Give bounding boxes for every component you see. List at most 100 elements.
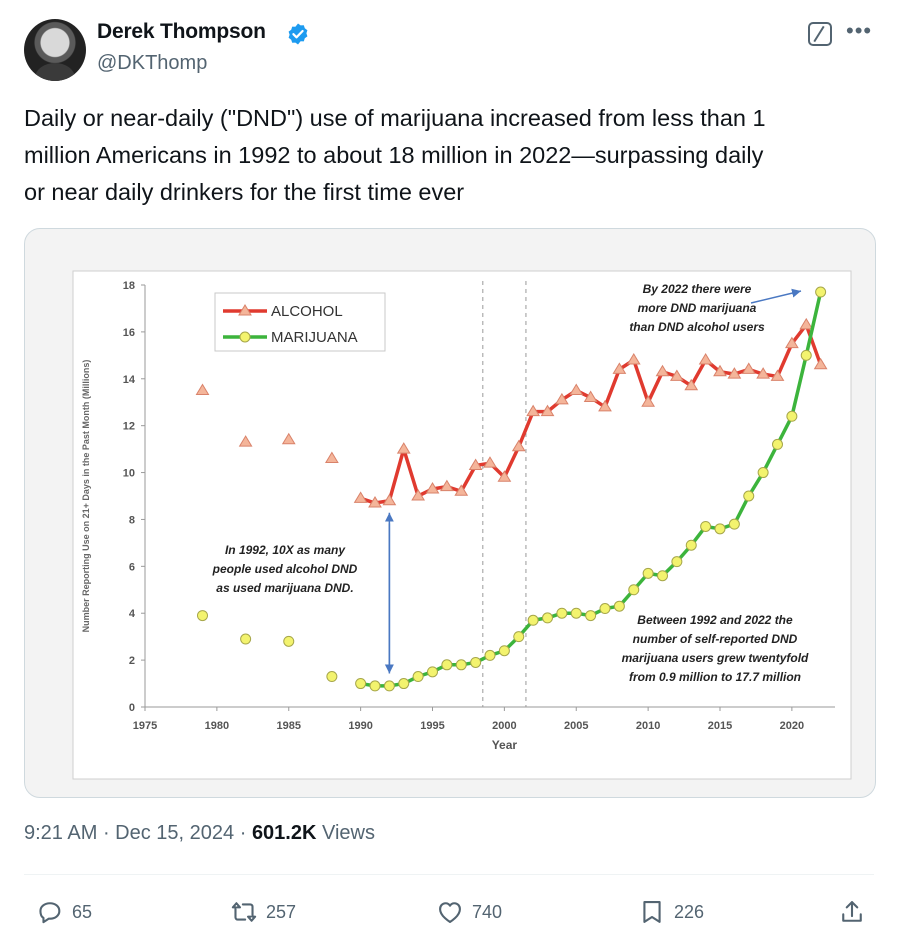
annotation-line: from 0.9 million to 17.7 million bbox=[629, 670, 801, 684]
bookmark-button[interactable]: 226 bbox=[638, 897, 704, 927]
marijuana-data-point bbox=[527, 614, 539, 626]
reply-button[interactable]: 65 bbox=[36, 897, 92, 927]
alcohol-data-point bbox=[483, 456, 497, 468]
marijuana-data-point bbox=[599, 603, 611, 615]
marijuana-data-point bbox=[570, 607, 582, 619]
tweet-date[interactable]: Dec 15, 2024 bbox=[115, 822, 235, 844]
y-tick-label: 6 bbox=[129, 561, 135, 573]
annotation-line: as used marijuana DND. bbox=[216, 581, 353, 595]
more-icon[interactable]: ••• bbox=[846, 18, 873, 43]
marijuana-data-point bbox=[513, 631, 525, 643]
retweet-button[interactable]: 257 bbox=[230, 897, 296, 927]
marijuana-data-point bbox=[642, 567, 654, 579]
y-tick-label: 16 bbox=[123, 327, 135, 339]
alcohol-data-point bbox=[353, 491, 368, 503]
chart-annotation: Between 1992 and 2022 the number of self-… bbox=[622, 613, 809, 684]
alcohol-data-point bbox=[770, 369, 785, 381]
retweet-icon bbox=[231, 902, 257, 922]
alcohol-data-point bbox=[411, 489, 426, 501]
marijuana-data-point bbox=[613, 600, 625, 612]
marijuana-data-point bbox=[585, 610, 597, 622]
chart-annotation: In 1992, 10X as many people used alcohol … bbox=[212, 543, 358, 595]
marijuana-data-point bbox=[441, 659, 453, 671]
marijuana-data-point bbox=[757, 467, 769, 479]
alcohol-data-point bbox=[511, 439, 526, 452]
alcohol-data-point bbox=[756, 367, 771, 379]
alcohol-data-point bbox=[554, 392, 569, 405]
alcohol-data-point bbox=[468, 458, 483, 471]
retweet-count: 257 bbox=[266, 901, 297, 922]
legend-label: MARIJUANA bbox=[271, 329, 358, 346]
author-handle[interactable]: @DKThomp bbox=[97, 52, 208, 74]
grok-icon[interactable] bbox=[808, 22, 832, 46]
marijuana-data-point bbox=[671, 556, 683, 568]
annotation-line: In 1992, 10X as many bbox=[225, 543, 346, 557]
marijuana-data-point bbox=[542, 612, 553, 624]
annotation-line: than DND alcohol users bbox=[629, 320, 765, 334]
x-tick-label: 2015 bbox=[708, 720, 732, 732]
alcohol-data-point bbox=[684, 378, 699, 391]
share-button[interactable] bbox=[838, 897, 866, 927]
views-count: 601.2K bbox=[251, 822, 317, 844]
like-icon bbox=[439, 902, 461, 923]
marijuana-data-point bbox=[455, 659, 467, 671]
annotation-line: people used alcohol DND bbox=[212, 562, 358, 576]
divider bbox=[24, 874, 874, 875]
marijuana-data-point bbox=[498, 645, 510, 657]
alcohol-data-point bbox=[813, 357, 828, 370]
alcohol-data-point bbox=[626, 353, 641, 365]
tweet-media[interactable]: 0 2 4 6 8 10 12 14 16 18 1975 1980 1985 1990 1995 2000 2… bbox=[24, 228, 876, 798]
marijuana-data-point bbox=[786, 410, 798, 422]
annotation-line: Between 1992 and 2022 the bbox=[637, 613, 793, 627]
marijuana-data-point bbox=[470, 656, 482, 668]
marijuana-data-point bbox=[700, 520, 712, 532]
alcohol-data-point bbox=[583, 390, 598, 403]
x-tick-label: 2010 bbox=[636, 720, 660, 732]
like-button[interactable]: 740 bbox=[436, 897, 502, 927]
bookmark-icon bbox=[643, 901, 661, 923]
alcohol-data-point bbox=[612, 362, 627, 374]
alcohol-data-point bbox=[741, 362, 756, 374]
marijuana-data-point bbox=[398, 678, 410, 690]
x-tick-label: 1985 bbox=[277, 720, 301, 732]
marijuana-data-point bbox=[657, 570, 668, 582]
views-label: Views bbox=[322, 822, 375, 844]
x-tick-label: 1975 bbox=[133, 720, 157, 732]
annotation-line: more DND marijuana bbox=[638, 301, 757, 315]
y-tick-label: 0 bbox=[129, 702, 135, 714]
alcohol-data-point bbox=[497, 470, 512, 482]
y-tick-label: 14 bbox=[123, 374, 136, 386]
alcohol-data-point bbox=[598, 399, 612, 412]
avatar[interactable] bbox=[24, 19, 86, 81]
alcohol-data-point bbox=[238, 435, 253, 447]
marijuana-data-point bbox=[628, 584, 640, 596]
legend-label: ALCOHOL bbox=[271, 303, 343, 320]
x-tick-label: 1995 bbox=[420, 720, 444, 732]
alcohol-data-point bbox=[569, 383, 584, 395]
marijuana-data-point bbox=[743, 490, 755, 502]
marijuana-data-point bbox=[240, 633, 252, 645]
y-tick-label: 18 bbox=[123, 280, 135, 292]
share-icon bbox=[842, 901, 862, 922]
marijuana-data-point bbox=[714, 523, 726, 535]
x-tick-label: 2020 bbox=[780, 720, 804, 732]
marijuana-data-point bbox=[772, 438, 783, 450]
author-name[interactable]: Derek Thompson bbox=[97, 20, 266, 43]
alcohol-data-point bbox=[425, 481, 440, 494]
bookmark-count: 226 bbox=[674, 901, 705, 922]
annotation-line: marijuana users grew twentyfold bbox=[622, 651, 809, 665]
marijuana-data-point bbox=[815, 286, 827, 298]
annotation-line: number of self-reported DND bbox=[633, 632, 798, 646]
tweet-time[interactable]: 9:21 AM bbox=[24, 822, 98, 844]
x-tick-label: 2000 bbox=[492, 720, 516, 732]
alcohol-data-point bbox=[655, 364, 670, 377]
alcohol-data-point bbox=[368, 496, 382, 508]
marijuana-data-point bbox=[556, 607, 568, 619]
alcohol-data-point bbox=[324, 451, 339, 463]
alcohol-data-point bbox=[454, 484, 469, 496]
annotation-arrow bbox=[750, 288, 802, 304]
marijuana-data-point bbox=[728, 518, 740, 530]
y-tick-label: 4 bbox=[129, 608, 136, 620]
x-tick-label: 1990 bbox=[348, 720, 372, 732]
x-tick-label: 2005 bbox=[564, 720, 588, 732]
